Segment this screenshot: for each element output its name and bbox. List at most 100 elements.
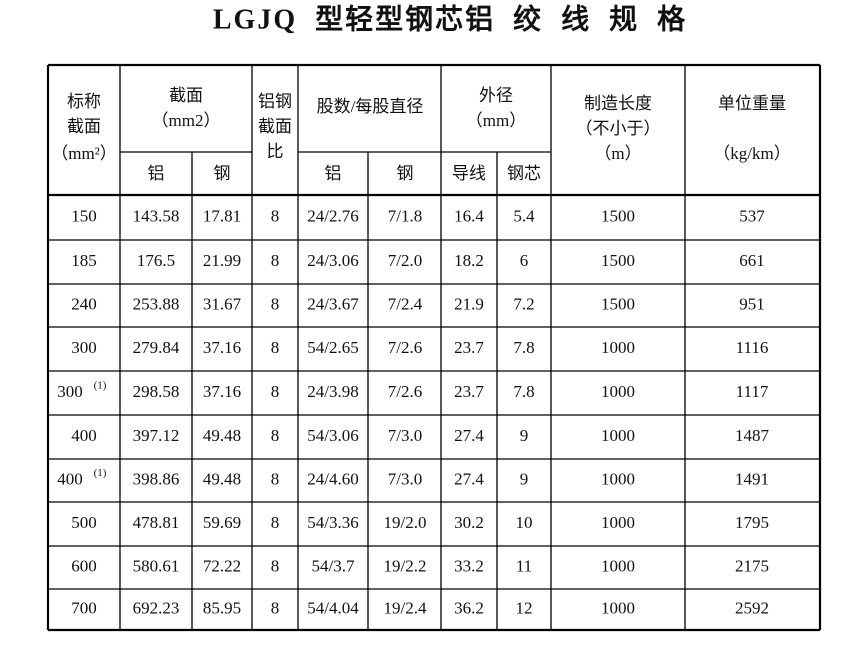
cell: 16.4 <box>454 206 484 225</box>
cell: 300 <box>71 338 97 357</box>
cell: 85.95 <box>203 598 241 617</box>
cell: 54/3.06 <box>307 426 358 445</box>
column-header: 制造长度 <box>584 94 652 113</box>
cell: 1000 <box>601 382 635 401</box>
cell: 700 <box>71 598 97 617</box>
cell-note: (1) <box>94 467 107 479</box>
cell: 1487 <box>735 426 770 445</box>
column-header: 标称 <box>67 92 101 111</box>
column-header: （mm） <box>466 111 526 130</box>
cell: 7/2.6 <box>388 338 422 357</box>
cell: 11 <box>516 556 532 575</box>
column-header: （kg/km） <box>713 144 790 163</box>
cell: 8 <box>271 338 280 357</box>
cell: 1116 <box>736 338 769 357</box>
cell: 7/3.0 <box>388 426 422 445</box>
cell: 8 <box>271 426 280 445</box>
cell: 24/3.98 <box>307 382 358 401</box>
cell: 1795 <box>735 513 769 532</box>
column-subheader: 钢 <box>397 164 414 183</box>
cell: 6 <box>520 251 529 270</box>
cell: 478.81 <box>133 513 180 532</box>
cell: 27.4 <box>454 426 484 445</box>
cell: 7/2.4 <box>388 294 423 313</box>
cell: 36.2 <box>454 598 484 617</box>
cell: 150 <box>71 206 97 225</box>
column-subheader: 钢芯 <box>507 164 541 183</box>
cell: 23.7 <box>454 382 484 401</box>
cell: 24/2.76 <box>307 206 358 225</box>
cell: 18.2 <box>454 251 484 270</box>
cell: 1000 <box>601 556 635 575</box>
cell: 10 <box>516 513 533 532</box>
cell: 397.12 <box>133 426 180 445</box>
cell: 7/2.0 <box>388 251 422 270</box>
cell: 19/2.2 <box>384 556 427 575</box>
cell: 1000 <box>601 338 635 357</box>
cell: 253.88 <box>133 294 180 313</box>
cell: 240 <box>71 294 97 313</box>
cell: 600 <box>71 556 97 575</box>
cell: 1000 <box>601 469 635 488</box>
cell: 1500 <box>601 206 635 225</box>
column-header: 单位重量 <box>718 94 786 113</box>
cell: 19/2.0 <box>384 513 427 532</box>
cell: 7/3.0 <box>388 469 422 488</box>
cell: 537 <box>739 206 765 225</box>
cell: 580.61 <box>133 556 180 575</box>
cell: 298.58 <box>133 382 180 401</box>
cell: 2592 <box>735 598 769 617</box>
cell: 8 <box>271 294 280 313</box>
cell: 19/2.4 <box>384 598 427 617</box>
cell: 24/4.60 <box>307 469 358 488</box>
cell: 143.58 <box>133 206 180 225</box>
cell: 1500 <box>601 294 635 313</box>
column-subheader: 铝 <box>325 164 342 183</box>
cell: 692.23 <box>133 598 180 617</box>
cell: 1500 <box>601 251 635 270</box>
cell: 2175 <box>735 556 769 575</box>
cell: 33.2 <box>454 556 484 575</box>
cell: 7.8 <box>513 382 534 401</box>
cell: 1491 <box>735 469 769 488</box>
cell: 24/3.67 <box>307 294 359 313</box>
column-header: 铝钢 <box>258 92 292 111</box>
cell: 9 <box>520 426 529 445</box>
column-header: 比 <box>267 142 284 161</box>
column-subheader: 铝 <box>148 164 165 183</box>
cell: 7.2 <box>513 294 534 313</box>
cell: 7/2.6 <box>388 382 422 401</box>
cell: 24/3.06 <box>307 251 358 270</box>
column-header: 外径 <box>479 86 513 105</box>
cell: 7/1.8 <box>388 206 422 225</box>
cell: 23.7 <box>454 338 484 357</box>
cell: 500 <box>71 513 97 532</box>
cell: 54/3.7 <box>312 556 355 575</box>
column-header: 截面 <box>169 86 203 105</box>
cell: 8 <box>271 382 280 401</box>
column-header: 截面 <box>67 117 101 136</box>
cell: 1117 <box>736 382 769 401</box>
cell: 5.4 <box>513 206 535 225</box>
cell: 300 <box>57 382 83 401</box>
cell: 8 <box>271 251 280 270</box>
cell: 185 <box>71 251 97 270</box>
title: LGJQ 型轻型钢芯铝 绞 线 规 格 <box>213 2 687 35</box>
cell: 54/4.04 <box>307 598 359 617</box>
cell: 49.48 <box>203 469 241 488</box>
cell: 1000 <box>601 513 635 532</box>
cell: 400 <box>57 469 83 488</box>
cell: 17.81 <box>203 206 241 225</box>
cell: 8 <box>271 556 280 575</box>
cell-note: (1) <box>94 380 107 392</box>
cell: 59.69 <box>203 513 241 532</box>
column-header: 截面 <box>258 117 292 136</box>
cell: 661 <box>739 251 765 270</box>
cell: 27.4 <box>454 469 484 488</box>
cell: 37.16 <box>203 382 241 401</box>
cell: 279.84 <box>133 338 180 357</box>
column-header: （mm²） <box>51 144 117 163</box>
column-header: （m） <box>594 144 641 163</box>
column-subheader: 钢 <box>214 164 231 183</box>
